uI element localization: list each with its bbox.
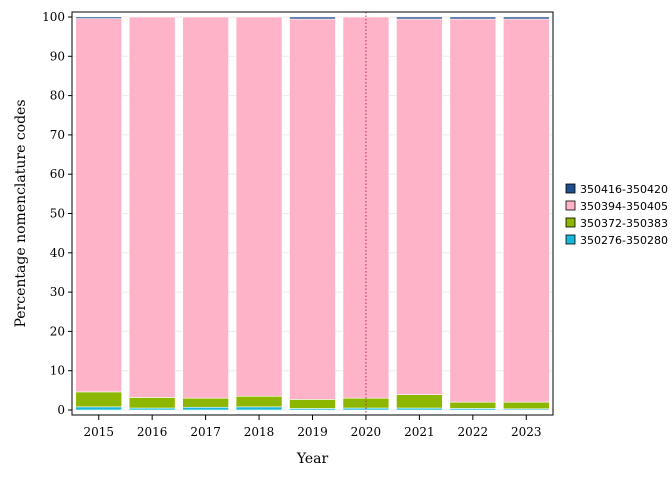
y-tick-label-50: 50 [50,207,65,221]
bar-2020-350372-350383 [342,397,390,409]
y-tick-label-80: 80 [50,89,65,103]
bar-2018-350276-350280 [235,406,283,411]
bar-2021-350394-350405 [396,18,443,395]
y-tick-label-20: 20 [50,324,65,338]
bar-2022-350372-350383 [449,401,497,409]
y-tick-label-60: 60 [50,167,65,181]
bar-2023-350372-350383 [502,401,550,410]
y-tick-label-0: 0 [57,403,65,417]
y-tick-label-90: 90 [50,49,65,63]
y-axis: 0 10 20 30 40 50 60 70 80 90 100 [42,10,72,417]
y-tick-label-30: 30 [50,285,65,299]
bar-2023-350416-350420 [502,16,550,20]
legend-swatch-350276-350280 [565,234,576,245]
legend-label-350394-350405: 350394-350405 [580,200,668,213]
bar-2017-350276-350280 [182,406,229,411]
bar-2021-350416-350420 [396,16,443,20]
x-tick-label-2020: 2020 [351,425,382,439]
x-tick-label-2021: 2021 [404,425,435,439]
bars-group [75,16,550,411]
y-tick-label-10: 10 [50,364,65,378]
bar-2019-350394-350405 [289,18,336,400]
bar-2015-350276-350280 [75,406,123,411]
x-axis: 2015 2016 2017 2018 2019 2020 2021 2022 2023 [83,415,542,439]
legend-swatch-350372-350383 [565,217,576,228]
bar-2015-350416-350420 [75,16,123,19]
bar-2017-350394-350405 [182,16,229,399]
x-tick-label-2022: 2022 [458,425,489,439]
bar-2022-350416-350420 [449,16,497,20]
bar-2017-350372-350383 [182,397,229,408]
bar-2016-350394-350405 [128,16,176,398]
x-tick-label-2019: 2019 [297,425,328,439]
bar-2015-350372-350383 [75,391,123,408]
bar-2023-350394-350405 [502,18,550,403]
bar-2015-350394-350405 [75,18,123,393]
legend: 350416-350420 350394-350405 350372-350383 3… [565,183,668,247]
bar-2021-350372-350383 [396,394,443,409]
x-tick-label-2016: 2016 [137,425,168,439]
x-tick-label-2023: 2023 [511,425,542,439]
y-tick-label-40: 40 [50,246,65,260]
bar-2016-350372-350383 [128,397,176,409]
x-tick-label-2017: 2017 [190,425,221,439]
bar-2019-350372-350383 [289,399,336,409]
legend-swatch-350416-350420 [565,183,576,194]
legend-label-350276-350280: 350276-350280 [580,234,668,247]
bar-2018-350372-350383 [235,395,283,408]
legend-label-350416-350420: 350416-350420 [580,183,668,196]
bar-2022-350394-350405 [449,18,497,403]
legend-swatch-350394-350405 [565,200,576,211]
x-tick-label-2015: 2015 [83,425,114,439]
bar-2019-350416-350420 [289,16,336,20]
x-tick-label-2018: 2018 [244,425,275,439]
y-tick-label-100: 100 [42,10,65,24]
legend-label-350372-350383: 350372-350383 [580,217,668,230]
x-axis-title: Year [296,451,329,467]
bar-2018-350394-350405 [235,16,283,397]
y-tick-label-70: 70 [50,128,65,142]
y-axis-title: Percentage nomenclature codes [13,99,29,327]
